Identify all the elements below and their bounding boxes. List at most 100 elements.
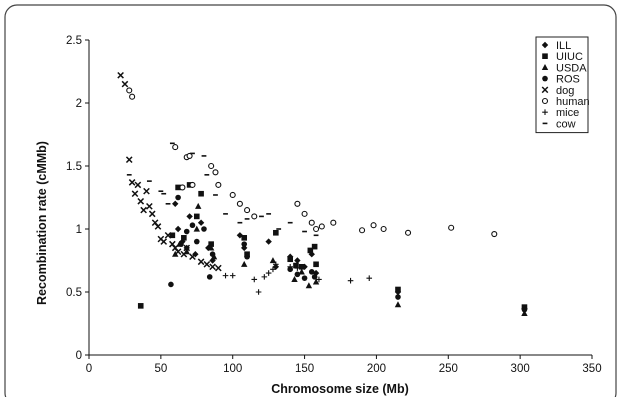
data-point-mice (255, 289, 262, 295)
data-point-ill (294, 257, 301, 264)
data-point-human (308, 219, 315, 226)
data-point-human (359, 227, 366, 234)
data-point-human (318, 223, 325, 230)
legend-marker-mice (542, 109, 548, 115)
x-axis-label: Chromosome size (Mb) (271, 382, 409, 396)
series-usda (172, 202, 528, 317)
data-point-ros (209, 251, 216, 257)
y-axis-label: Recombination rate (cMMb) (35, 141, 49, 305)
data-point-dog (125, 156, 133, 164)
data-point-uiuc (198, 190, 204, 197)
x-tick-label: 300 (511, 363, 530, 375)
x-tick-label: 100 (223, 363, 242, 375)
data-point-dog (180, 250, 188, 258)
data-point-ros (244, 253, 250, 260)
data-point-human (186, 152, 193, 159)
y-tick-label: 1 (76, 224, 82, 236)
legend-item: cow (542, 118, 576, 130)
data-point-human (244, 207, 251, 214)
data-point-human (189, 181, 196, 188)
data-point-human (208, 162, 215, 170)
data-point-mice (316, 276, 322, 283)
data-point-ros (201, 226, 207, 232)
series-human (126, 87, 498, 238)
data-point-uiuc (169, 232, 176, 239)
data-point-ros (395, 294, 401, 300)
data-point-ill (186, 213, 193, 220)
data-point-ros (206, 274, 213, 280)
chart-border (4, 4, 617, 397)
data-point-human (126, 87, 133, 94)
data-point-uiuc (241, 235, 248, 241)
data-point-uiuc (311, 243, 318, 250)
data-point-uiuc (181, 235, 187, 241)
data-point-mice (273, 261, 279, 268)
y-tick-label: 2 (76, 98, 82, 110)
data-point-uiuc (208, 241, 214, 247)
data-point-human (330, 219, 337, 226)
data-point-usda (195, 202, 202, 209)
data-point-mice (270, 266, 276, 273)
data-point-dog (215, 264, 222, 272)
legend-label: USDA (556, 62, 587, 74)
x-tick-label: 250 (439, 363, 458, 375)
data-point-uiuc (293, 262, 299, 269)
data-point-uiuc (193, 213, 200, 220)
data-point-mice (251, 276, 258, 283)
data-point-ros (241, 241, 248, 247)
legend-marker-usda (541, 64, 549, 70)
legend-item: ILL (541, 40, 571, 52)
data-point-ros (183, 228, 190, 235)
data-point-human (229, 191, 236, 199)
data-point-uiuc (175, 184, 181, 191)
data-point-uiuc (298, 264, 305, 270)
data-point-dog (154, 223, 162, 230)
data-point-dog (117, 71, 124, 79)
series-dog (117, 71, 222, 272)
data-point-human (236, 200, 243, 207)
data-point-ros (193, 238, 200, 245)
data-point-dog (160, 238, 168, 245)
series-mice (222, 261, 373, 295)
data-point-usda (241, 260, 248, 267)
legend-item: human (541, 96, 590, 108)
data-point-dog (137, 197, 145, 205)
data-point-ros (189, 222, 196, 229)
data-point-usda (312, 278, 320, 285)
data-point-dog (203, 260, 211, 268)
data-point-ros (178, 241, 184, 247)
data-point-ros (521, 306, 528, 313)
data-point-dog (209, 263, 216, 271)
legend-item: USDA (541, 62, 587, 74)
data-point-human (380, 225, 387, 233)
legend-marker-human (541, 97, 549, 105)
data-point-mice (261, 274, 268, 280)
y-tick-label: 0 (76, 350, 82, 362)
data-point-ill (174, 225, 182, 233)
data-point-human (313, 225, 320, 233)
data-point-usda (298, 268, 305, 275)
legend-item: mice (542, 107, 579, 119)
legend-label: mice (556, 107, 579, 119)
data-point-dog (174, 248, 182, 256)
data-point-mice (265, 270, 272, 276)
legend-label: cow (556, 118, 576, 130)
data-point-dog (189, 253, 196, 261)
data-point-human (448, 224, 455, 231)
data-point-uiuc (307, 247, 314, 254)
legend-item: dog (541, 85, 574, 97)
data-point-human (179, 184, 186, 191)
data-point-human (251, 213, 258, 220)
y-tick-label: 2.5 (66, 35, 82, 47)
data-point-ill (172, 200, 179, 207)
data-point-human (370, 222, 377, 229)
x-tick-label: 350 (582, 363, 601, 375)
x-tick-label: 50 (154, 363, 167, 375)
data-point-dog (140, 206, 147, 214)
data-point-uiuc (137, 303, 144, 309)
legend-marker-ros (542, 75, 548, 82)
data-point-human (172, 144, 179, 151)
data-point-ros (294, 271, 301, 278)
